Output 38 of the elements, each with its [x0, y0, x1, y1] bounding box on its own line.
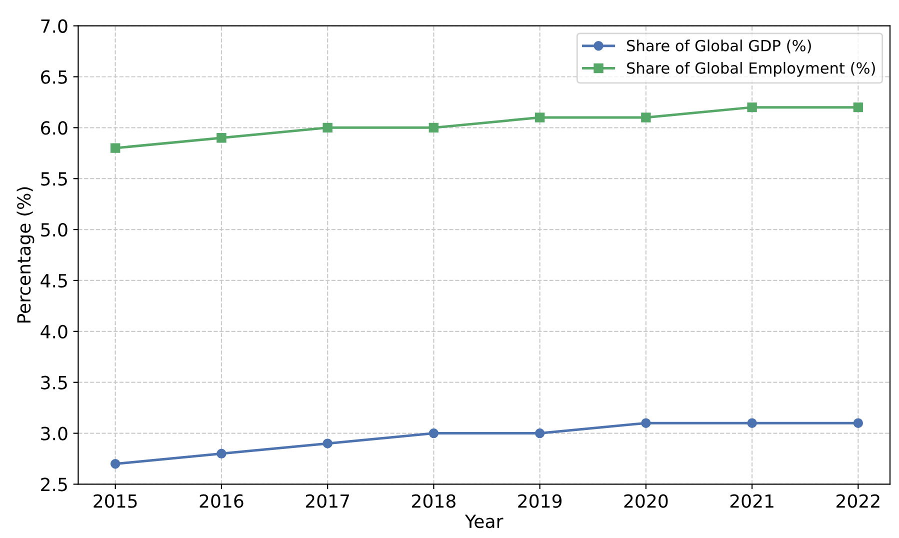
- x-tick-label: 2020: [624, 494, 668, 508]
- legend-label: Share of Global Employment (%): [627, 62, 875, 77]
- y-axis-title: Percentage (%): [16, 187, 34, 323]
- point: [322, 122, 332, 133]
- legend-label: Share of Global GDP (%): [627, 40, 811, 54]
- y-tick-label: 4.0: [40, 324, 68, 339]
- point: [641, 112, 651, 122]
- x-tick-label: 2022: [836, 494, 880, 508]
- x-axis-title: Year: [464, 514, 504, 528]
- x-tick-label: 2016: [200, 494, 244, 508]
- point: [322, 438, 332, 448]
- x-tick-label: 2021: [730, 494, 774, 508]
- y-tick-label: 3.5: [41, 376, 67, 390]
- x-tick-label: 2019: [518, 494, 562, 508]
- x-tick-label: 2015: [94, 494, 137, 508]
- y-tick-label: 2.5: [41, 478, 67, 492]
- point: [534, 112, 545, 122]
- point: [747, 418, 757, 428]
- y-tick-label: 7.0: [41, 19, 68, 33]
- x-tick-label: 2018: [412, 494, 456, 508]
- point: [853, 102, 864, 112]
- y-tick-label: 5.0: [41, 223, 68, 237]
- y-tick-label: 5.5: [41, 172, 67, 186]
- point: [534, 428, 545, 438]
- point: [641, 418, 651, 428]
- y-tick-label: 3.0: [41, 426, 68, 440]
- point: [216, 448, 226, 459]
- point: [747, 102, 757, 112]
- point: [428, 122, 439, 133]
- y-tick-label: 4.5: [40, 274, 67, 288]
- point: [110, 458, 120, 469]
- point: [110, 143, 120, 153]
- point: [853, 418, 864, 428]
- y-tick-label: 6.0: [41, 121, 68, 135]
- point: [428, 428, 439, 438]
- y-tick-label: 6.5: [41, 70, 67, 84]
- point: [216, 133, 226, 143]
- x-tick-label: 2017: [306, 494, 350, 508]
